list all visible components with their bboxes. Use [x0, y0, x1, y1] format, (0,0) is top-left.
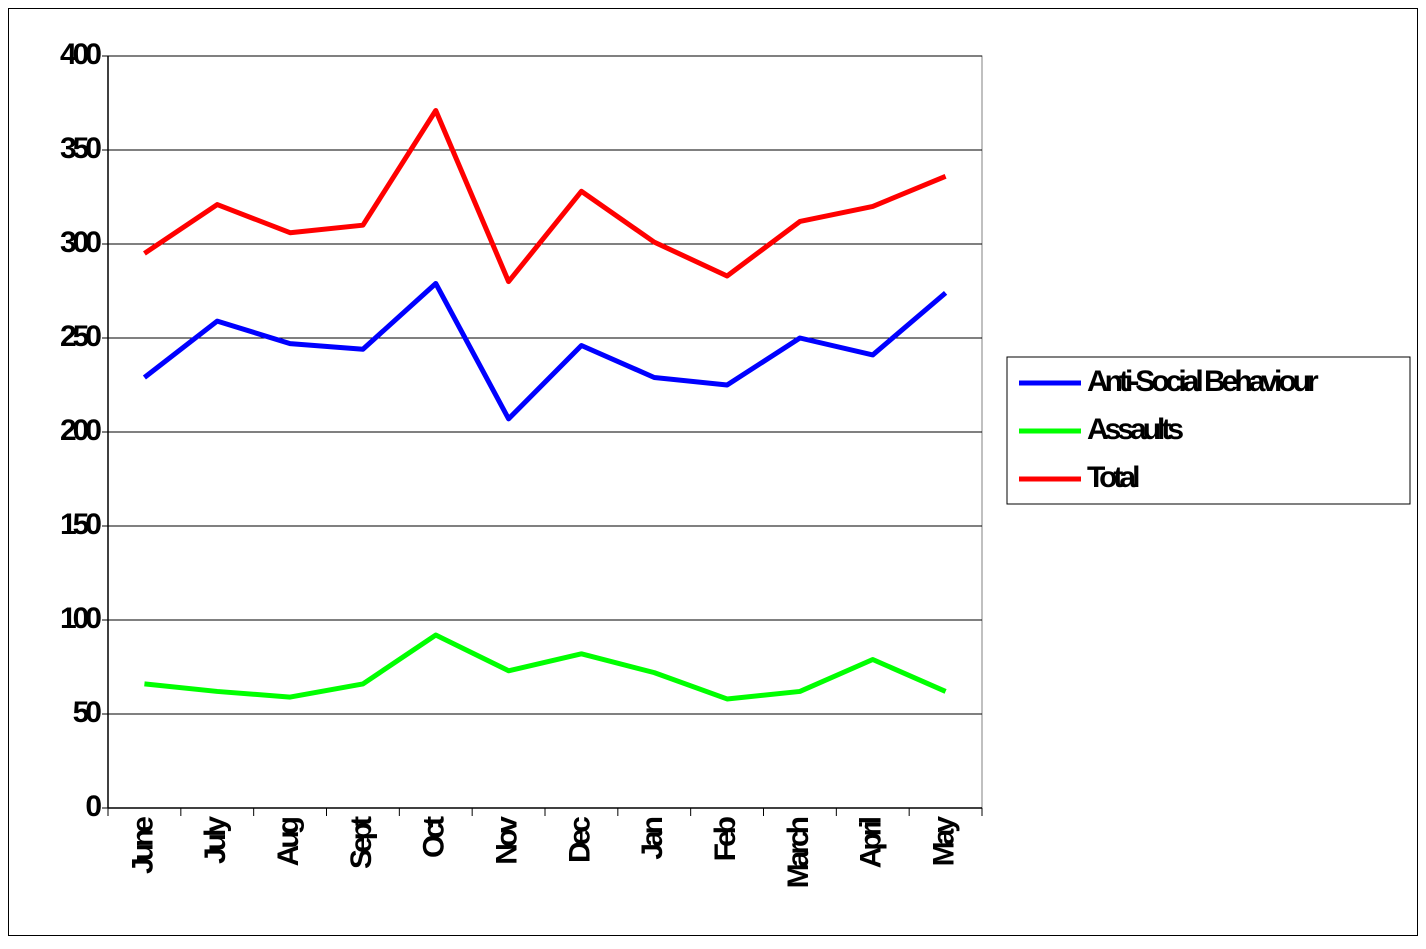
y-tick-label: 300	[60, 226, 101, 259]
x-tick-label: Nov	[491, 816, 524, 865]
x-tick-label: Feb	[709, 816, 742, 861]
y-tick-label: 150	[60, 508, 101, 541]
series-line	[143, 108, 947, 285]
x-tick-label: July	[199, 816, 232, 864]
y-tick-label: 350	[60, 132, 101, 165]
x-tick-label: May	[928, 816, 961, 867]
x-tick-label: June	[126, 817, 159, 874]
y-tick-label: 250	[60, 320, 101, 353]
x-tick-label: Aug	[272, 817, 305, 866]
y-tick-label: 100	[60, 602, 101, 635]
x-tick-label: Jan	[636, 817, 669, 859]
legend-label: Anti-Social Behaviour	[1087, 365, 1319, 398]
x-tick-label: Oct	[418, 816, 451, 858]
legend-label: Assaults	[1087, 413, 1183, 446]
series-line	[142, 280, 948, 422]
y-tick-label: 400	[60, 38, 101, 71]
y-tick-label: 200	[60, 414, 101, 447]
y-tick-label: 50	[73, 696, 102, 729]
series-line	[144, 632, 947, 702]
x-tick-label: Sept	[345, 816, 378, 869]
x-tick-label: April	[855, 817, 888, 868]
x-tick-label: Dec	[563, 817, 596, 863]
legend-label: Total	[1087, 461, 1139, 494]
x-tick-label: March	[782, 817, 815, 888]
